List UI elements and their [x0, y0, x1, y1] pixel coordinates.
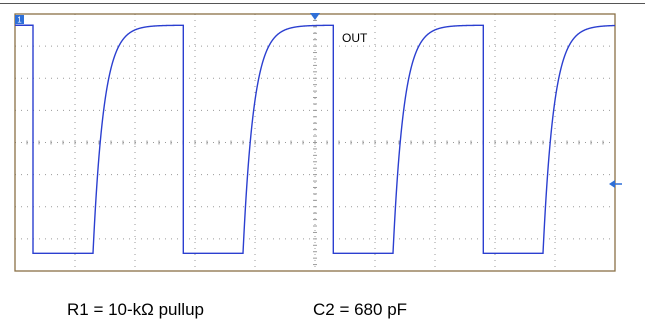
grid [14, 13, 616, 272]
scope-markers: 1 [15, 13, 622, 188]
channel-ground-marker-label: 1 [17, 16, 22, 25]
caption-c2: C2 = 680 pF [313, 300, 408, 319]
trigger-position-marker [310, 13, 320, 20]
trace-label-out: OUT [342, 31, 368, 45]
caption-r1: R1 = 10-kΩ pullup [67, 300, 204, 319]
trigger-level-arrow-icon [609, 180, 622, 188]
trace-out [15, 24, 616, 255]
top-rule [0, 3, 645, 4]
channel-ground-marker [15, 15, 24, 24]
oscilloscope-chart: OUT 1 [14, 13, 622, 272]
